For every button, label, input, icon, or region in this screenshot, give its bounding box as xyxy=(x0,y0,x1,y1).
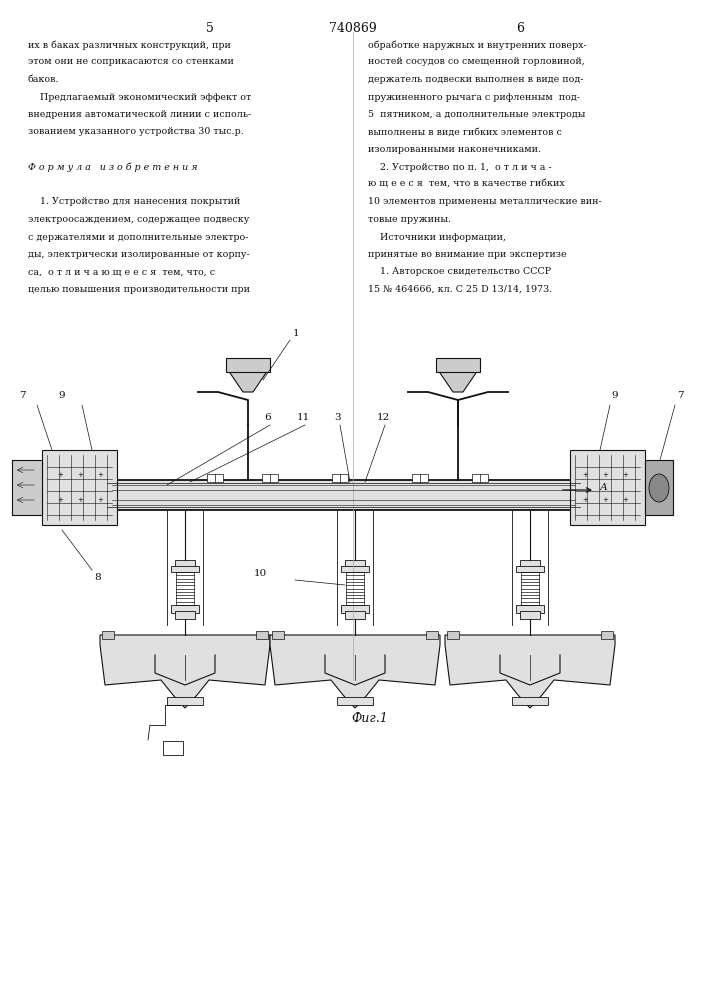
Text: +: + xyxy=(602,497,608,503)
Text: са,  о т л и ч а ю щ е е с я  тем, что, с: са, о т л и ч а ю щ е е с я тем, что, с xyxy=(28,267,215,276)
Text: +: + xyxy=(622,497,628,503)
Text: 1. Авторское свидетельство СССР: 1. Авторское свидетельство СССР xyxy=(368,267,551,276)
Text: ды, электрически изолированные от корпу-: ды, электрически изолированные от корпу- xyxy=(28,250,250,259)
Polygon shape xyxy=(228,370,268,392)
Bar xyxy=(175,611,195,619)
Text: +: + xyxy=(57,472,63,478)
Ellipse shape xyxy=(649,474,669,502)
Text: 6: 6 xyxy=(516,22,524,35)
Text: 10 элементов применены металлические вин-: 10 элементов применены металлические вин… xyxy=(368,198,602,207)
Polygon shape xyxy=(445,635,615,708)
Text: +: + xyxy=(622,472,628,478)
Polygon shape xyxy=(270,635,440,708)
Text: +: + xyxy=(77,472,83,478)
Text: внедрения автоматической линии с исполь-: внедрения автоматической линии с исполь- xyxy=(28,110,251,119)
Polygon shape xyxy=(100,635,270,708)
Text: 5: 5 xyxy=(206,22,214,35)
Bar xyxy=(426,631,438,639)
Text: Источники информации,: Источники информации, xyxy=(368,232,506,241)
Bar xyxy=(601,631,613,639)
Bar xyxy=(332,474,348,482)
Bar xyxy=(102,631,114,639)
Text: Предлагаемый экономический эффект от: Предлагаемый экономический эффект от xyxy=(28,93,251,102)
Text: баков.: баков. xyxy=(28,75,59,84)
Bar xyxy=(256,631,268,639)
Text: целью повышения производительности при: целью повышения производительности при xyxy=(28,285,250,294)
Bar xyxy=(520,560,540,568)
Text: товые пружины.: товые пружины. xyxy=(368,215,451,224)
Text: 9: 9 xyxy=(59,391,65,400)
Bar xyxy=(337,697,373,705)
Text: 8: 8 xyxy=(94,573,100,582)
Text: +: + xyxy=(582,472,588,478)
Text: 5  пятником, а дополнительные электроды: 5 пятником, а дополнительные электроды xyxy=(368,110,585,119)
Text: обработке наружных и внутренних поверх-: обработке наружных и внутренних поверх- xyxy=(368,40,587,49)
Text: 740869: 740869 xyxy=(329,22,377,35)
Text: электроосаждением, содержащее подвеску: электроосаждением, содержащее подвеску xyxy=(28,215,250,224)
Bar xyxy=(175,560,195,568)
Text: +: + xyxy=(582,497,588,503)
Text: +: + xyxy=(602,472,608,478)
Text: 2. Устройство по п. 1,  о т л и ч а -: 2. Устройство по п. 1, о т л и ч а - xyxy=(368,162,551,172)
Bar xyxy=(171,605,199,613)
Bar xyxy=(570,450,645,525)
Bar xyxy=(207,474,223,482)
Text: изолированными наконечниками.: изолированными наконечниками. xyxy=(368,145,541,154)
Text: выполнены в виде гибких элементов с: выполнены в виде гибких элементов с xyxy=(368,127,562,136)
Text: +: + xyxy=(77,497,83,503)
Text: с держателями и дополнительные электро-: с держателями и дополнительные электро- xyxy=(28,232,248,241)
Text: 11: 11 xyxy=(296,413,310,422)
Text: Ф о р м у л а   и з о б р е т е н и я: Ф о р м у л а и з о б р е т е н и я xyxy=(28,162,197,172)
Bar xyxy=(272,631,284,639)
Text: пружиненного рычага с рифленным  под-: пружиненного рычага с рифленным под- xyxy=(368,93,580,102)
Text: зованием указанного устройства 30 тыс.р.: зованием указанного устройства 30 тыс.р. xyxy=(28,127,244,136)
Bar xyxy=(412,474,428,482)
Bar xyxy=(345,611,365,619)
Bar xyxy=(520,611,540,619)
Text: 3: 3 xyxy=(334,413,341,422)
Text: +: + xyxy=(97,472,103,478)
Bar xyxy=(12,460,42,515)
Text: ностей сосудов со смещенной горловиной,: ностей сосудов со смещенной горловиной, xyxy=(368,57,585,66)
Text: +: + xyxy=(57,497,63,503)
Bar xyxy=(42,450,117,525)
Text: 7: 7 xyxy=(677,391,683,400)
Bar xyxy=(516,566,544,572)
Text: 6: 6 xyxy=(264,413,271,422)
Bar xyxy=(345,560,365,568)
Text: принятые во внимание при экспертизе: принятые во внимание при экспертизе xyxy=(368,250,566,259)
Bar xyxy=(447,631,459,639)
Bar xyxy=(171,566,199,572)
Bar xyxy=(341,566,369,572)
Text: 15 № 464666, кл. С 25 D 13/14, 1973.: 15 № 464666, кл. С 25 D 13/14, 1973. xyxy=(368,285,552,294)
Text: Фиг.1: Фиг.1 xyxy=(351,712,388,725)
Bar xyxy=(341,605,369,613)
Text: +: + xyxy=(97,497,103,503)
Bar xyxy=(512,697,548,705)
Text: 12: 12 xyxy=(376,413,390,422)
Text: 1. Устройство для нанесения покрытий: 1. Устройство для нанесения покрытий xyxy=(28,198,240,207)
Bar xyxy=(516,605,544,613)
Polygon shape xyxy=(438,370,478,392)
Text: 1: 1 xyxy=(293,329,300,338)
Text: 10: 10 xyxy=(253,569,267,578)
Bar xyxy=(262,474,278,482)
Text: 9: 9 xyxy=(612,391,619,400)
Bar xyxy=(436,358,480,372)
Text: этом они не соприкасаются со стенками: этом они не соприкасаются со стенками xyxy=(28,57,234,66)
Text: их в баках различных конструкций, при: их в баках различных конструкций, при xyxy=(28,40,231,49)
Text: 7: 7 xyxy=(18,391,25,400)
Text: ю щ е е с я  тем, что в качестве гибких: ю щ е е с я тем, что в качестве гибких xyxy=(368,180,565,189)
Text: держатель подвески выполнен в виде под-: держатель подвески выполнен в виде под- xyxy=(368,75,583,84)
Bar xyxy=(52,480,655,510)
Bar xyxy=(163,741,183,755)
Bar xyxy=(226,358,270,372)
Bar xyxy=(645,460,673,515)
Text: А: А xyxy=(600,484,608,492)
Bar xyxy=(167,697,203,705)
Bar xyxy=(472,474,488,482)
